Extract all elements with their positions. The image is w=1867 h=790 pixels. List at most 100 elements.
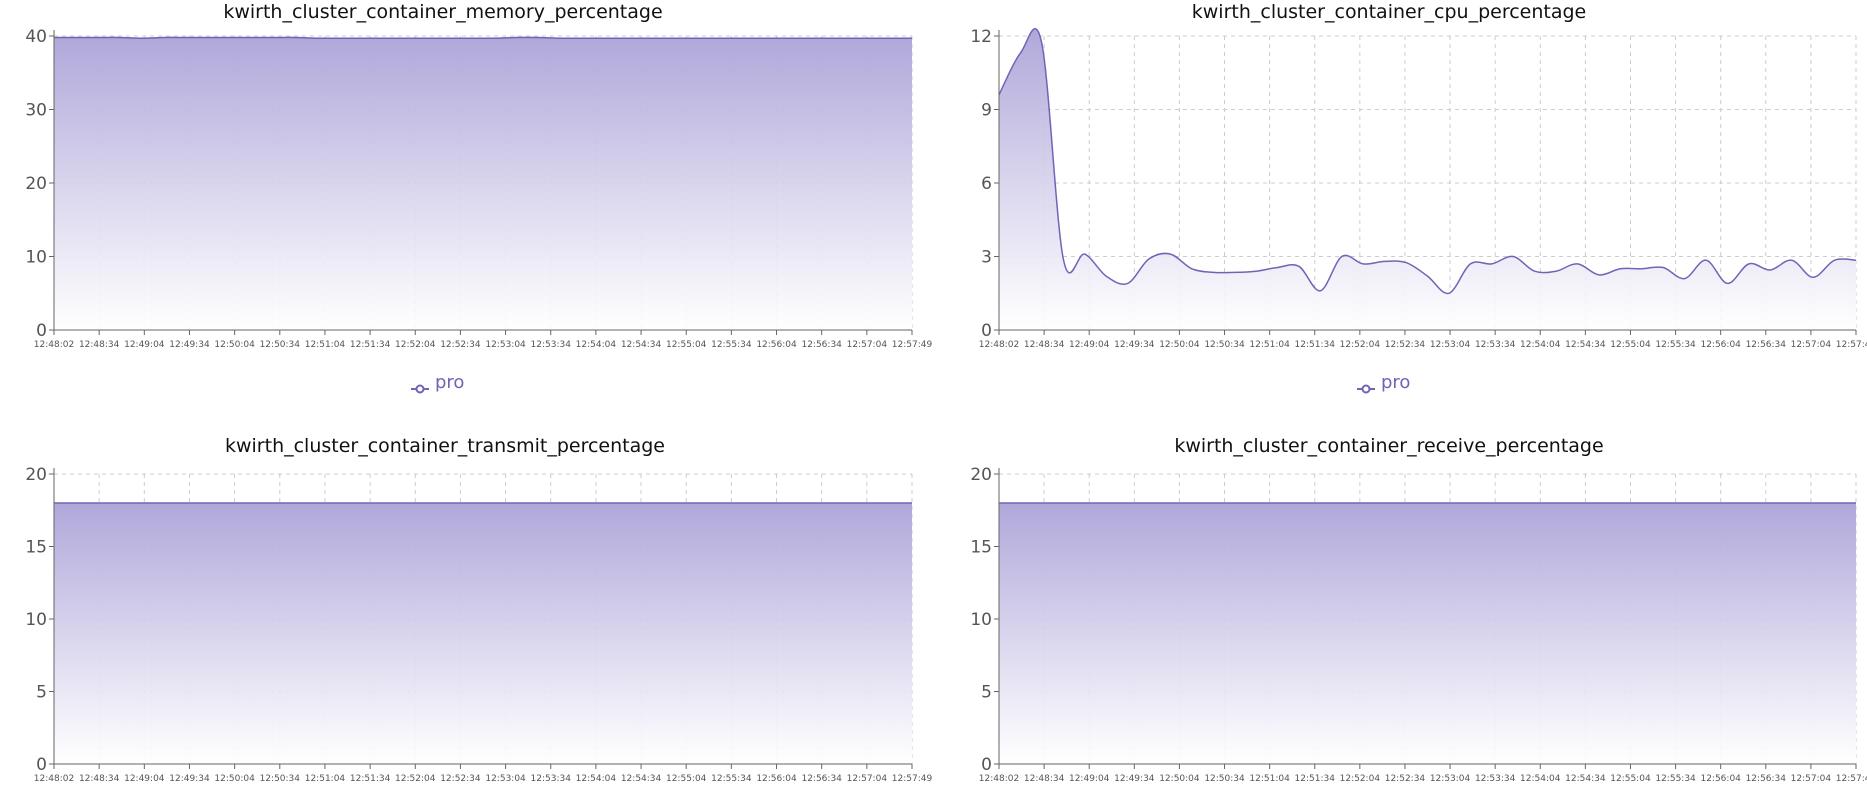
y-tick-label: 0: [36, 321, 47, 341]
x-tick-label: 12:53:04: [485, 340, 526, 350]
receive-chart: kwirth_cluster_container_receive_percent…: [970, 435, 1867, 784]
x-tick-label: 12:56:34: [801, 774, 842, 784]
x-tick-label: 12:49:34: [169, 774, 210, 784]
y-tick-label: 20: [25, 465, 47, 485]
x-tick-label: 12:56:04: [1700, 340, 1741, 350]
x-tick-label: 12:56:34: [1746, 340, 1787, 350]
x-tick-label: 12:54:04: [1520, 774, 1561, 784]
x-tick-label: 12:55:04: [666, 774, 707, 784]
x-tick-label: 12:55:34: [711, 774, 752, 784]
y-tick-label: 20: [25, 174, 47, 194]
y-tick-label: 15: [970, 538, 992, 558]
x-tick-label: 12:48:34: [79, 774, 120, 784]
x-tick-label: 12:57:49: [1836, 774, 1867, 784]
memory-chart-panel: kwirth_cluster_container_memory_percenta…: [0, 0, 933, 400]
y-tick-label: 20: [970, 465, 992, 485]
memory-chart: kwirth_cluster_container_memory_percenta…: [25, 1, 933, 350]
series-area-pro: [54, 503, 912, 764]
legend-label: pro: [1381, 372, 1411, 393]
x-tick-label: 12:51:04: [305, 340, 346, 350]
y-tick-label: 0: [981, 755, 992, 775]
legend-item-pro[interactable]: pro: [411, 372, 464, 393]
x-tick-label: 12:49:34: [169, 340, 210, 350]
line-circle-icon: [411, 378, 429, 393]
x-tick-label: 12:57:04: [1791, 774, 1832, 784]
y-tick-label: 10: [25, 248, 47, 268]
x-tick-label: 12:55:04: [1610, 340, 1651, 350]
y-tick-label: 0: [36, 755, 47, 775]
y-tick-label: 10: [970, 610, 992, 630]
x-tick-label: 12:55:04: [1610, 774, 1651, 784]
x-tick-label: 12:50:34: [260, 774, 301, 784]
x-tick-label: 12:50:04: [1159, 340, 1200, 350]
x-tick-label: 12:54:04: [1520, 340, 1561, 350]
x-tick-label: 12:50:34: [1204, 774, 1245, 784]
y-tick-label: 0: [981, 321, 992, 341]
x-tick-label: 12:56:34: [1746, 774, 1787, 784]
x-tick-label: 12:51:34: [1295, 340, 1336, 350]
y-tick-label: 9: [981, 101, 992, 121]
x-tick-label: 12:48:02: [34, 340, 74, 350]
x-tick-label: 12:52:34: [440, 774, 481, 784]
y-tick-label: 12: [970, 27, 992, 47]
x-tick-label: 12:53:34: [1475, 340, 1516, 350]
series-line-pro[interactable]: [998, 28, 1857, 295]
y-tick-label: 15: [25, 538, 47, 558]
x-tick-label: 12:57:04: [847, 340, 888, 350]
x-tick-label: 12:48:02: [34, 774, 74, 784]
x-tick-label: 12:49:04: [1069, 774, 1110, 784]
x-tick-label: 12:51:04: [1249, 774, 1290, 784]
x-tick-label: 12:52:04: [395, 340, 436, 350]
x-tick-label: 12:51:34: [350, 340, 391, 350]
x-tick-label: 12:57:49: [892, 774, 933, 784]
x-tick-label: 12:53:04: [1430, 340, 1471, 350]
x-tick-label: 12:55:34: [1655, 774, 1696, 784]
x-tick-label: 12:53:34: [1475, 774, 1516, 784]
x-tick-label: 12:53:34: [531, 774, 572, 784]
y-tick-label: 40: [25, 27, 47, 47]
x-tick-label: 12:52:04: [1340, 340, 1381, 350]
y-tick-label: 10: [25, 610, 47, 630]
y-tick-label: 5: [36, 683, 47, 703]
x-tick-label: 12:53:04: [485, 774, 526, 784]
x-tick-label: 12:51:04: [1249, 340, 1290, 350]
x-tick-label: 12:49:04: [1069, 340, 1110, 350]
x-tick-label: 12:49:04: [124, 774, 165, 784]
chart-title: kwirth_cluster_container_cpu_percentage: [1192, 1, 1586, 23]
chart-title: kwirth_cluster_container_receive_percent…: [1174, 435, 1603, 457]
x-tick-label: 12:50:34: [260, 340, 301, 350]
series-line-pro[interactable]: [53, 36, 912, 39]
x-tick-label: 12:56:04: [756, 340, 797, 350]
x-tick-label: 12:53:04: [1430, 774, 1471, 784]
x-tick-label: 12:56:04: [756, 774, 797, 784]
x-tick-label: 12:56:34: [801, 340, 842, 350]
x-tick-label: 12:49:34: [1114, 340, 1155, 350]
x-tick-label: 12:50:04: [214, 340, 255, 350]
x-tick-label: 12:52:04: [1340, 774, 1381, 784]
x-tick-label: 12:55:34: [711, 340, 752, 350]
x-tick-label: 12:49:34: [1114, 774, 1155, 784]
transmit-chart-panel: kwirth_cluster_container_transmit_percen…: [0, 430, 933, 790]
x-tick-label: 12:54:04: [576, 774, 617, 784]
x-tick-label: 12:57:04: [1791, 340, 1832, 350]
x-tick-label: 12:49:04: [124, 340, 165, 350]
x-tick-label: 12:51:34: [1295, 774, 1336, 784]
line-circle-icon: [1357, 378, 1375, 393]
x-tick-label: 12:55:34: [1655, 340, 1696, 350]
x-tick-label: 12:56:04: [1700, 774, 1741, 784]
x-tick-label: 12:48:02: [979, 340, 1019, 350]
legend-item-pro[interactable]: pro: [1357, 372, 1410, 393]
x-tick-label: 12:48:34: [1024, 774, 1065, 784]
x-tick-label: 12:52:34: [1385, 774, 1426, 784]
transmit-chart: kwirth_cluster_container_transmit_percen…: [25, 435, 933, 784]
x-tick-label: 12:48:02: [979, 774, 1019, 784]
x-tick-label: 12:57:49: [892, 340, 933, 350]
x-tick-label: 12:52:34: [1385, 340, 1426, 350]
series-area-pro: [54, 37, 912, 330]
y-tick-label: 6: [981, 174, 992, 194]
y-tick-label: 5: [981, 683, 992, 703]
x-tick-label: 12:54:34: [621, 340, 662, 350]
series-area-pro: [999, 28, 1856, 330]
x-tick-label: 12:52:04: [395, 774, 436, 784]
x-tick-label: 12:50:04: [1159, 774, 1200, 784]
